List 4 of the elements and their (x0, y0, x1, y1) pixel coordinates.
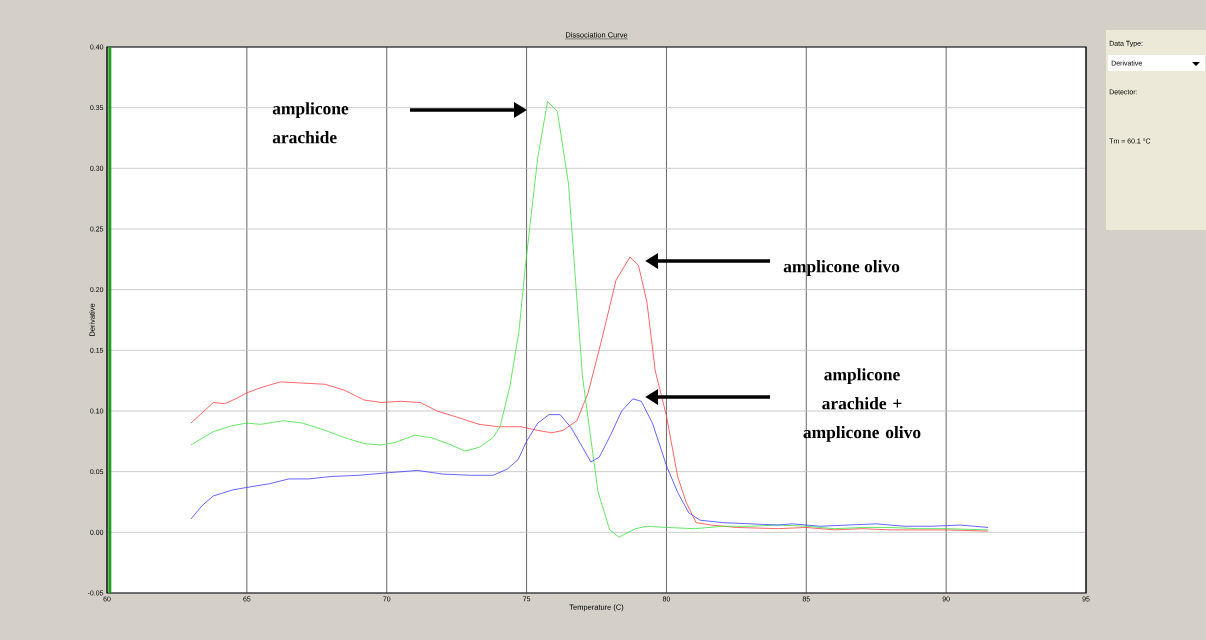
annotation: amplicone arachide + amplicone olivo (803, 368, 921, 442)
line-series (190, 101, 989, 538)
annotation: amplicone olivo (783, 260, 900, 276)
annotation: amplicone arachide (272, 102, 349, 144)
